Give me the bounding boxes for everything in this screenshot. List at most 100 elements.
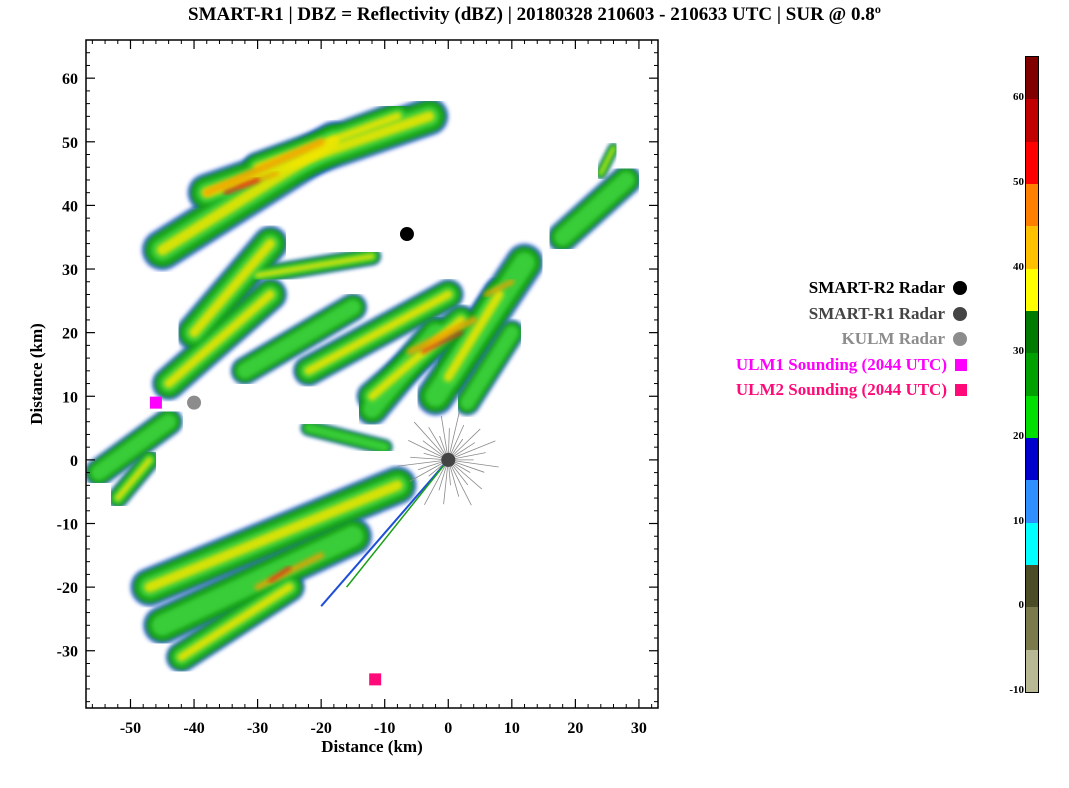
echo-band [164, 289, 275, 389]
clutter-spoke [409, 459, 449, 482]
clutter-spoke [408, 440, 449, 461]
colorbar-tick-label: 30 [1013, 345, 1024, 358]
echo-band [554, 171, 635, 246]
echo-band [254, 552, 325, 591]
legend-entry: KULM Radar [842, 329, 967, 349]
echo-band [237, 299, 361, 379]
radar-markers [149, 227, 456, 686]
clutter-spoke [447, 459, 472, 506]
x-tick-label: -50 [120, 720, 141, 737]
clutter-spoke [448, 459, 499, 468]
echo-band [144, 480, 403, 593]
sounding-location-marker [149, 396, 162, 409]
clutter-spoke [447, 410, 461, 460]
echo-band [406, 316, 478, 356]
x-tick-label: -30 [247, 720, 268, 737]
colorbar-tick-label: 60 [1013, 91, 1024, 104]
colorbar-segment [1026, 226, 1038, 269]
clutter-spoke [448, 440, 496, 461]
colorbar [1025, 56, 1039, 693]
x-tick-label: 20 [567, 720, 583, 737]
y-axis-label: Distance (km) [27, 323, 46, 425]
echo-band [304, 423, 389, 452]
legend-label: KULM Radar [841, 329, 945, 348]
colorbar-segment [1026, 522, 1038, 565]
echo-band [202, 137, 325, 197]
colorbar-tick-label: 0 [1018, 599, 1025, 612]
legend-label: SMART-R2 Radar [808, 278, 945, 297]
x-tick-label: -10 [374, 720, 395, 737]
y-axis-ticks: 60 50 40 30 20 10 0 -10 -20 -30 [57, 39, 658, 703]
colorbar-segment [1026, 310, 1038, 354]
clutter-spoke [448, 459, 483, 490]
x-tick-label: -20 [310, 720, 331, 737]
echo-band [151, 525, 364, 636]
y-tick-label: 10 [62, 389, 78, 406]
legend-square-marker [955, 384, 967, 396]
colorbar-tick-label: 40 [1013, 260, 1024, 273]
clutter-spoke [443, 459, 449, 505]
colorbar-tick-label: 50 [1013, 176, 1024, 188]
echo-band [223, 177, 260, 195]
clutter-spoke [424, 459, 449, 506]
echo-band [304, 290, 453, 376]
legend-circle-marker [953, 306, 967, 321]
y-tick-label: -20 [57, 580, 78, 597]
colorbar-tick-label: 10 [1013, 514, 1024, 527]
legend-square-marker [955, 358, 967, 371]
colorbar-segment [1026, 268, 1038, 311]
colorbar-segment [1026, 183, 1038, 227]
clutter-spoke [413, 421, 449, 461]
echo-radial [345, 459, 449, 588]
echo-radial [320, 459, 450, 607]
clutter-spoke [440, 415, 449, 460]
x-axis-label: Distance (km) [321, 737, 423, 756]
colorbar-segment [1026, 57, 1038, 100]
radar-location-marker [441, 452, 456, 467]
colorbar-segment [1026, 353, 1038, 396]
y-tick-label: -30 [57, 644, 78, 661]
echo-band [421, 330, 463, 354]
x-tick-label: 30 [631, 720, 647, 737]
echo-band [255, 253, 375, 278]
echo-band [483, 279, 515, 298]
colorbar-segment [1026, 564, 1038, 608]
echo-band [91, 414, 177, 481]
colorbar-tick-label: -10 [1009, 684, 1024, 696]
y-tick-label: 20 [62, 326, 78, 343]
legend-entry: ULM2 Sounding (2044 UTC) [736, 380, 967, 400]
y-tick-label: 50 [62, 135, 78, 152]
colorbar-segment [1026, 480, 1038, 523]
echo-band [268, 566, 292, 583]
chart-title: SMART-R1 | DBZ = Reflectivity (dBZ) | 20… [188, 4, 881, 25]
colorbar-segment [1026, 607, 1038, 650]
x-axis-ticks: -50 -40 -30 -20 -10 0 10 20 30 [91, 40, 653, 737]
legend-label: ULM2 Sounding (2044 UTC) [735, 380, 947, 399]
clutter-spoke [447, 428, 481, 461]
reflectivity-field [86, 97, 642, 673]
x-tick-label: -40 [183, 720, 204, 737]
legend-label: ULM1 Sounding (2044 UTC) [735, 354, 947, 374]
colorbar-tick-label: 20 [1013, 430, 1024, 442]
legend-entry: SMART-R2 Radar [809, 278, 967, 298]
legend-circle-marker [953, 281, 967, 295]
colorbar-segment [1026, 141, 1038, 184]
colorbar-segment [1026, 99, 1038, 142]
y-tick-label: -10 [57, 517, 78, 534]
echo-band [177, 582, 294, 662]
colorbar-segment [1026, 649, 1038, 692]
echo-band [443, 289, 504, 382]
y-tick-label: 40 [62, 198, 78, 215]
echo-band [460, 325, 519, 410]
y-tick-label: 60 [62, 71, 78, 88]
legend-circle-marker [953, 332, 967, 346]
y-tick-label: 0 [70, 453, 78, 470]
colorbar-segment [1026, 395, 1038, 438]
legend-entry: SMART-R1 Radar [809, 304, 967, 324]
clutter-spoke [397, 459, 449, 467]
echo-band [114, 457, 153, 501]
radar-location-marker [187, 395, 202, 410]
legend-entry: ULM1 Sounding (2044 UTC) [736, 355, 967, 375]
x-tick-label: 0 [444, 720, 452, 737]
